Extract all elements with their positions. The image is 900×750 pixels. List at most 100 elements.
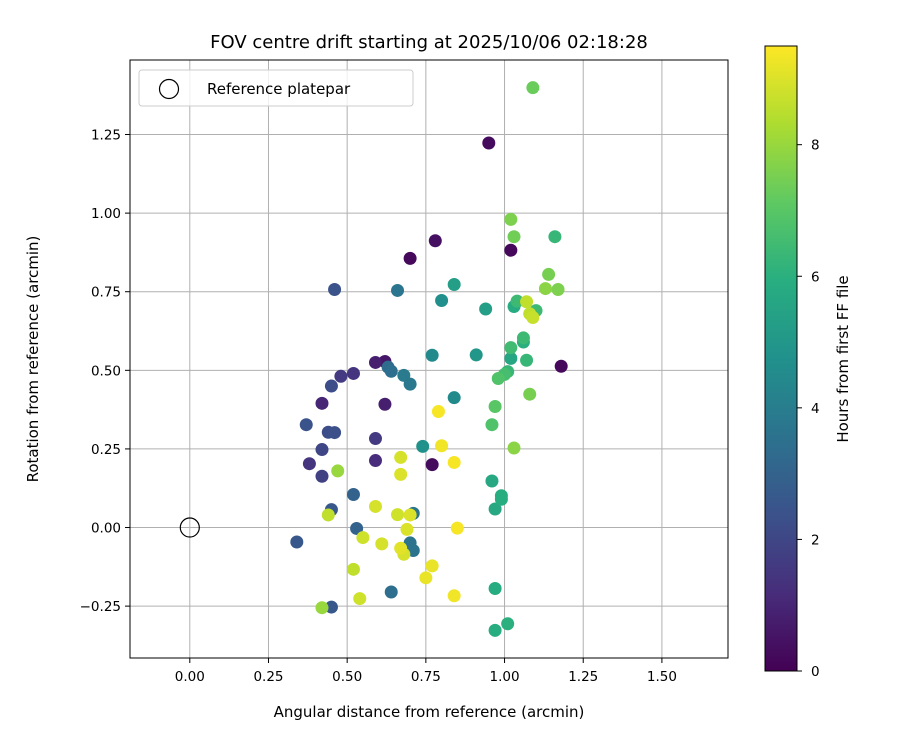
data-point — [479, 302, 493, 316]
x-tick-label: 0.25 — [253, 669, 283, 685]
data-point — [542, 267, 556, 281]
data-point — [394, 541, 408, 555]
colorbar-tick-label: 2 — [811, 532, 820, 548]
data-point — [548, 230, 562, 244]
data-point — [491, 371, 505, 385]
data-point — [353, 592, 367, 606]
colorbar-tick-label: 4 — [811, 401, 820, 417]
x-axis-label: Angular distance from reference (arcmin) — [274, 703, 585, 721]
data-point — [302, 457, 316, 471]
data-point — [346, 562, 360, 576]
data-point — [391, 283, 405, 297]
x-axis-ticks: 0.00 0.25 0.50 0.75 1.00 1.25 1.50 — [175, 658, 677, 685]
data-point — [391, 508, 405, 522]
data-point — [488, 582, 502, 596]
y-tick-label: 0.50 — [91, 363, 121, 379]
data-point — [315, 601, 329, 615]
data-point — [328, 283, 342, 297]
legend-label: Reference platepar — [207, 80, 351, 98]
data-point — [403, 377, 417, 391]
y-tick-label: 1.25 — [91, 128, 121, 144]
data-point — [315, 443, 329, 457]
reference-layer — [179, 517, 200, 538]
data-point — [526, 310, 540, 324]
x-tick-label: 0.50 — [332, 669, 362, 685]
data-point — [290, 535, 304, 549]
y-tick-label: 0.00 — [91, 521, 121, 537]
legend: Reference platepar — [138, 69, 414, 107]
data-point — [447, 391, 461, 405]
data-point — [394, 467, 408, 481]
data-point — [315, 396, 329, 410]
data-point — [435, 439, 449, 453]
colorbar-tick-label: 0 — [811, 664, 820, 680]
data-point — [526, 81, 540, 95]
chart-title: FOV centre drift starting at 2025/10/06 … — [210, 32, 648, 53]
legend-marker — [158, 78, 180, 100]
data-point — [504, 243, 518, 257]
data-point — [507, 441, 521, 455]
data-point — [394, 450, 408, 464]
data-point — [538, 282, 552, 296]
data-point — [488, 502, 502, 516]
y-tick-label: 0.25 — [91, 442, 121, 458]
colorbar-ticks: 0 2 4 6 8 — [797, 138, 820, 680]
data-point — [516, 331, 530, 345]
data-point — [425, 559, 439, 573]
data-point — [435, 294, 449, 308]
data-point — [488, 399, 502, 413]
data-point — [485, 418, 499, 432]
y-tick-label: 0.75 — [91, 285, 121, 301]
data-point — [368, 355, 382, 369]
data-point — [346, 488, 360, 502]
data-points — [290, 81, 568, 637]
data-point — [431, 405, 445, 419]
data-point — [482, 136, 496, 150]
data-point — [425, 458, 439, 472]
data-point — [425, 348, 439, 362]
colorbar-tick-label: 6 — [811, 269, 820, 285]
data-point — [469, 348, 483, 362]
data-point — [485, 474, 499, 488]
data-point — [520, 295, 534, 309]
data-point — [416, 439, 430, 453]
data-point — [368, 499, 382, 513]
data-point — [501, 617, 515, 631]
x-tick-label: 0.75 — [411, 669, 441, 685]
colorbar-label: Hours from first FF file — [834, 275, 852, 442]
data-point — [447, 455, 461, 469]
data-point — [504, 212, 518, 226]
data-point — [504, 351, 518, 365]
data-point — [324, 600, 338, 614]
x-tick-label: 1.25 — [568, 669, 598, 685]
data-point — [494, 489, 508, 503]
data-point — [328, 426, 342, 440]
data-point — [554, 359, 568, 373]
grid — [130, 60, 728, 658]
colorbar: 0 2 4 6 8 Hours from first FF file — [764, 45, 852, 680]
colorbar-gradient — [764, 45, 798, 672]
data-point — [428, 234, 442, 248]
data-point — [450, 521, 464, 535]
colorbar-tick-label: 8 — [811, 138, 820, 154]
x-tick-label: 0.00 — [175, 669, 205, 685]
data-point — [384, 585, 398, 599]
y-tick-label: −0.25 — [80, 599, 121, 615]
data-point — [299, 418, 313, 432]
data-point — [350, 521, 364, 535]
y-tick-label: 1.00 — [91, 206, 121, 222]
data-point — [315, 469, 329, 483]
x-tick-label: 1.00 — [490, 669, 520, 685]
data-point — [403, 251, 417, 265]
data-point — [447, 589, 461, 603]
data-point — [356, 531, 370, 545]
data-point — [403, 508, 417, 522]
data-point — [510, 294, 524, 308]
y-axis-label: Rotation from reference (arcmin) — [24, 236, 42, 483]
data-point — [523, 387, 537, 401]
data-point — [504, 341, 518, 355]
data-point — [334, 369, 348, 383]
data-point — [375, 537, 389, 551]
x-tick-label: 1.50 — [647, 669, 677, 685]
